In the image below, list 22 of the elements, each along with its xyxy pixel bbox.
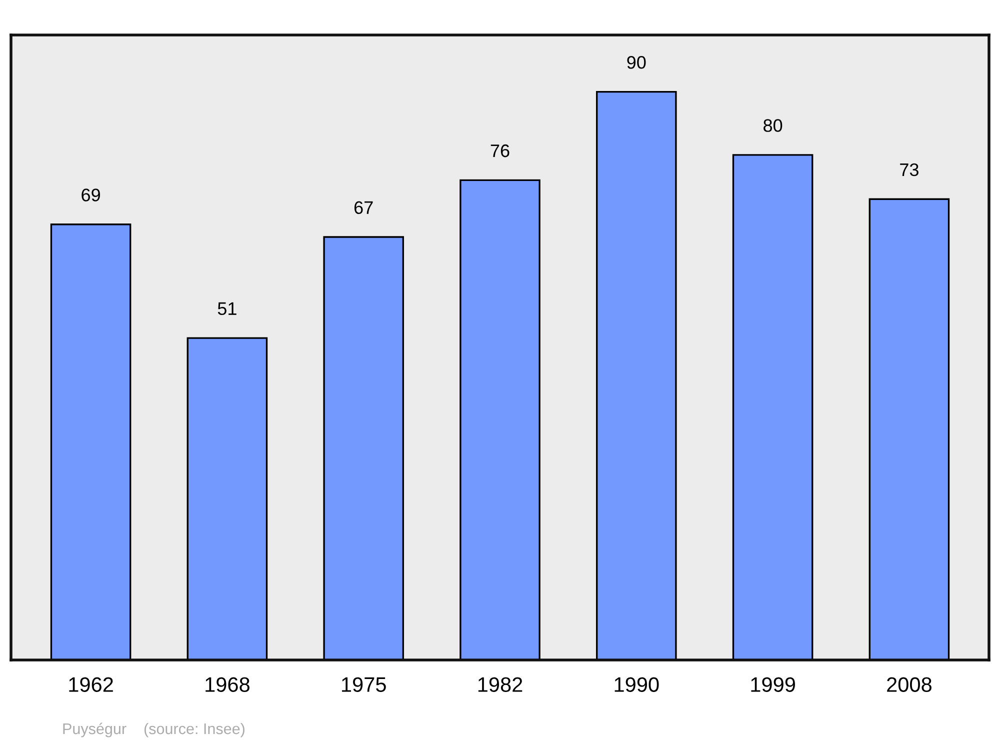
x-tick-label: 1990: [614, 677, 659, 692]
data-label: 76: [490, 144, 510, 158]
data-label: 90: [627, 56, 646, 69]
bar: [868, 198, 950, 660]
x-tick-label: 1999: [751, 677, 795, 692]
x-tick-label: 2008: [887, 677, 932, 692]
data-label: 69: [82, 188, 100, 202]
x-tick-label: 1968: [206, 677, 250, 692]
bar: [596, 90, 677, 660]
bar: [732, 154, 814, 660]
bar: [323, 236, 404, 660]
bar: [186, 337, 268, 660]
data-label: 67: [354, 201, 373, 214]
data-label: 73: [900, 163, 918, 176]
x-tick-label: 1975: [342, 677, 386, 692]
x-tick-label: 1962: [69, 677, 113, 692]
bar: [50, 224, 132, 660]
data-label: 51: [218, 302, 236, 316]
text: Puységur (source: Insee): [63, 722, 244, 738]
data-label: 80: [764, 119, 782, 132]
x-tick-label: 1982: [478, 677, 522, 692]
bar: [460, 179, 540, 660]
